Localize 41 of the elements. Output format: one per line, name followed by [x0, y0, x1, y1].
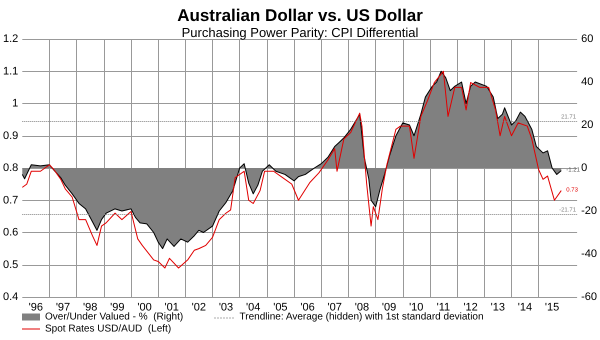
- y2-tick-label: -20: [581, 205, 598, 217]
- x-tick-label: '07: [328, 302, 342, 314]
- x-tick-label: '02: [192, 302, 206, 314]
- x-tick-label: '12: [463, 302, 478, 314]
- text: Trendline: Average (hidden) with 1st standard deviation: [240, 312, 484, 322]
- legend-label: Spot Rates USD/AUD (Left): [45, 324, 172, 334]
- y-tick-label: 0.8: [2, 162, 18, 174]
- x-tick-label: '15: [544, 302, 560, 314]
- x-tick-label: '11: [436, 302, 450, 314]
- x-tick-label: '10: [409, 302, 424, 314]
- y2-tick-label: -60: [581, 291, 598, 303]
- y2-tick-label: -40: [581, 248, 598, 260]
- y-tick-label: 1.1: [2, 65, 18, 78]
- y2-tick-label: 40: [581, 76, 594, 88]
- x-tick-label: '08: [354, 302, 370, 314]
- chart-title: Australian Dollar vs. US Dollar: [177, 6, 424, 25]
- y-tick-label: 0.5: [2, 258, 18, 271]
- y-tick-label: 1: [12, 98, 18, 110]
- x-tick-label: '06: [300, 302, 315, 314]
- x-tick-label: '99: [110, 302, 124, 314]
- x-tick-label: '14: [518, 302, 532, 314]
- x-tick-label: '03: [218, 302, 234, 314]
- y-tick-label: 0.6: [2, 226, 18, 238]
- x-tick-label: '00: [137, 302, 152, 314]
- x-tick-label: '05: [273, 302, 288, 314]
- y-tick-label: 0.4: [2, 291, 18, 303]
- y2-tick-label: 20: [581, 119, 594, 131]
- x-tick-label: '13: [490, 302, 505, 314]
- y2-tick-label: 60: [581, 33, 594, 45]
- x-tick-label: '04: [246, 302, 260, 314]
- x-tick-label: '98: [82, 302, 98, 314]
- chart-subtitle: Purchasing Power Parity: CPI Differential: [182, 25, 418, 40]
- y2-tick-label: 0: [581, 162, 588, 174]
- y-tick-label: 0.9: [2, 130, 18, 142]
- x-tick-label: '97: [56, 302, 70, 314]
- legend-label: Over/Under Valued - % (Right): [45, 312, 184, 322]
- x-tick-label: '96: [28, 302, 44, 314]
- y-tick-label: 1.2: [2, 33, 18, 45]
- x-tick-label: '01: [164, 302, 179, 314]
- x-tick-label: '09: [382, 302, 396, 314]
- y-tick-label: 0.7: [2, 194, 18, 206]
